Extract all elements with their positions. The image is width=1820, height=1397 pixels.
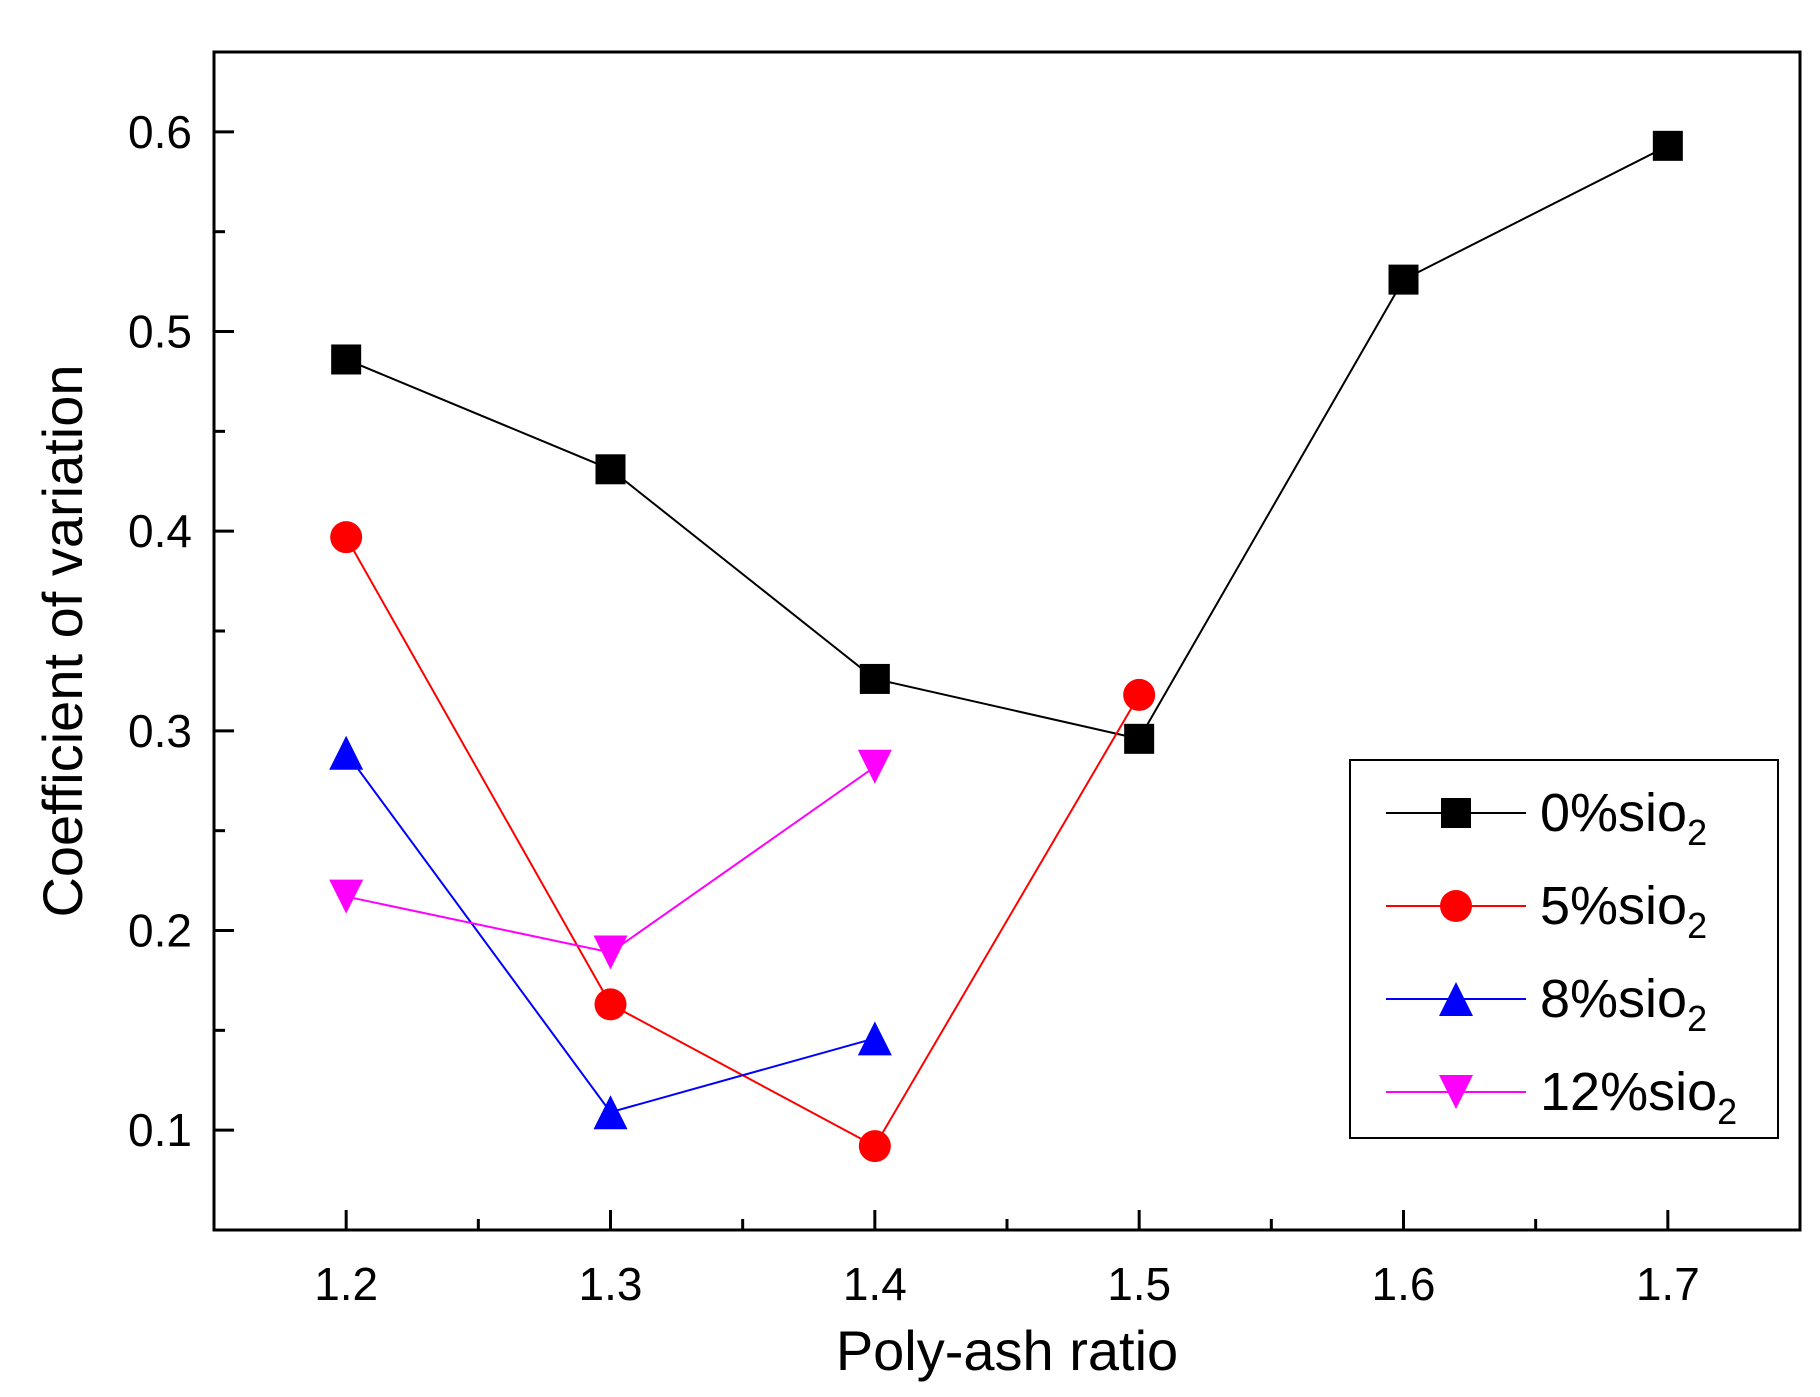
y-tick-label: 0.4 xyxy=(128,505,192,557)
x-tick-label: 1.7 xyxy=(1636,1258,1700,1310)
data-point xyxy=(593,1095,628,1130)
legend-label: 5%sio2 xyxy=(1540,876,1707,946)
data-point xyxy=(1124,723,1155,754)
y-tick-label: 0.1 xyxy=(128,1104,192,1156)
data-point xyxy=(1652,130,1683,161)
legend-item: 12%sio2 xyxy=(1386,1062,1737,1132)
y-tick-label: 0.2 xyxy=(128,905,192,957)
x-tick-label: 1.5 xyxy=(1107,1258,1171,1310)
series-layer xyxy=(329,130,1683,1163)
data-point xyxy=(329,879,364,914)
ticks-layer: 1.2 1.3 1.4 1.5 1.6 1.7 0.1 0.2 0.3 0.4 0.5 0.6 xyxy=(128,106,1802,1310)
x-tick-label: 1.2 xyxy=(314,1258,378,1310)
series-2 xyxy=(329,735,892,1130)
x-tick-label: 1.4 xyxy=(843,1258,907,1310)
data-point xyxy=(859,663,890,694)
data-point xyxy=(594,988,627,1021)
x-tick-label: 1.3 xyxy=(579,1258,643,1310)
legend-marker xyxy=(1439,1075,1473,1109)
data-point xyxy=(331,344,362,375)
legend-subscript: 2 xyxy=(1717,1091,1737,1132)
data-point xyxy=(857,749,892,784)
data-point xyxy=(330,521,363,554)
data-point xyxy=(857,1021,892,1056)
legend-subscript: 2 xyxy=(1687,812,1707,853)
legend-item: 8%sio2 xyxy=(1386,969,1707,1039)
legend-item: 5%sio2 xyxy=(1386,876,1707,946)
legend-label: 12%sio2 xyxy=(1540,1062,1737,1132)
x-tick-label: 1.6 xyxy=(1372,1258,1436,1310)
data-point xyxy=(1123,678,1156,711)
y-tick-label: 0.3 xyxy=(128,705,192,757)
legend-label: 8%sio2 xyxy=(1540,969,1707,1039)
legend-box xyxy=(1349,759,1779,1139)
legend-label: 0%sio2 xyxy=(1540,783,1707,853)
series-line xyxy=(345,144,1669,740)
legend-subscript: 2 xyxy=(1687,905,1707,946)
data-point xyxy=(593,935,628,970)
legend-subscript: 2 xyxy=(1687,998,1707,1039)
y-tick-label: 0.6 xyxy=(128,106,192,158)
legend-marker xyxy=(1440,890,1472,922)
legend: 0%sio2 5%sio2 8%sio2 12%sio2 xyxy=(1349,759,1779,1139)
y-tick-label: 0.5 xyxy=(128,306,192,358)
legend-item: 0%sio2 xyxy=(1386,783,1707,853)
legend-marker xyxy=(1439,982,1473,1016)
series-0 xyxy=(331,130,1683,754)
series-3 xyxy=(329,749,892,970)
x-axis-label: Poly-ash ratio xyxy=(836,1319,1178,1382)
data-point xyxy=(329,735,364,770)
data-point xyxy=(1388,264,1419,295)
data-point xyxy=(595,454,626,485)
y-axis-label: Coefficient of variation xyxy=(31,364,94,917)
data-point xyxy=(858,1130,891,1163)
legend-marker xyxy=(1441,798,1471,828)
